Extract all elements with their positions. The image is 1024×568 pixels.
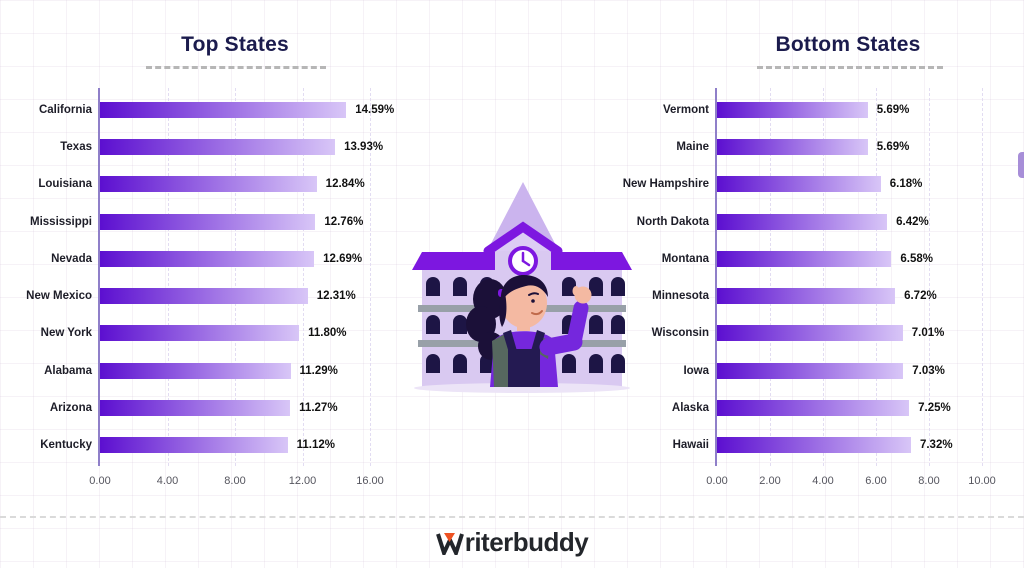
state-label: Nevada bbox=[51, 252, 92, 265]
gable-roof bbox=[483, 221, 563, 256]
footer-divider bbox=[0, 516, 1024, 518]
value-label: 12.84% bbox=[325, 178, 365, 191]
state-label: California bbox=[38, 103, 92, 116]
state-label: Vermont bbox=[662, 103, 709, 116]
state-label: New York bbox=[40, 327, 92, 340]
value-label: 12.31% bbox=[316, 290, 356, 303]
gridline bbox=[167, 88, 169, 466]
gridline bbox=[823, 88, 824, 466]
state-label: Arizona bbox=[49, 402, 92, 415]
value-label: 5.69% bbox=[876, 103, 910, 116]
bottom-states-title: Bottom States bbox=[775, 33, 921, 56]
top-states-plot: 0.00 4.00 8.00 12.00 16.00 California 14.59% Te… bbox=[26, 88, 394, 487]
value-label: 12.69% bbox=[323, 252, 363, 265]
bar bbox=[717, 176, 881, 193]
bar bbox=[100, 101, 347, 118]
state-label: Wisconsin bbox=[651, 327, 709, 340]
gridline bbox=[370, 88, 371, 466]
state-label: Hawaii bbox=[672, 439, 709, 452]
bar bbox=[717, 101, 868, 118]
value-label: 11.80% bbox=[308, 327, 347, 340]
state-label: Kentucky bbox=[40, 439, 92, 452]
bar bbox=[717, 400, 910, 417]
value-label: 6.72% bbox=[904, 290, 937, 303]
y-axis-line bbox=[98, 88, 100, 466]
value-label: 5.69% bbox=[876, 140, 910, 153]
value-label: 6.58% bbox=[900, 252, 933, 265]
x-axis-tick-label: 0.00 bbox=[89, 475, 111, 487]
bar bbox=[717, 288, 896, 305]
state-label: Louisiana bbox=[38, 178, 92, 191]
bar bbox=[717, 138, 868, 155]
gridline bbox=[982, 88, 983, 466]
x-axis-tick-label: 0.00 bbox=[706, 475, 728, 487]
gridline bbox=[929, 88, 930, 466]
bar bbox=[100, 400, 291, 417]
state-label: Minnesota bbox=[652, 290, 709, 303]
state-label: Iowa bbox=[683, 364, 709, 377]
x-axis-tick-label: 10.00 bbox=[968, 475, 996, 487]
ground-shadow bbox=[414, 383, 630, 393]
value-label: 6.18% bbox=[889, 178, 923, 191]
writerbuddy-logo-text: riterbuddy bbox=[464, 527, 589, 557]
value-label: 12.76% bbox=[324, 215, 364, 228]
value-label: 7.03% bbox=[912, 364, 945, 377]
bar bbox=[717, 437, 911, 454]
x-axis-tick-label: 8.00 bbox=[224, 475, 246, 487]
student-figure bbox=[466, 275, 592, 387]
x-axis-tick-label: 4.00 bbox=[156, 475, 179, 487]
x-axis-tick-label: 16.00 bbox=[356, 475, 384, 487]
top-states-title-underline bbox=[146, 66, 326, 69]
scrollbar-thumb[interactable] bbox=[1018, 152, 1024, 178]
state-label: Alabama bbox=[44, 364, 92, 377]
top-states-title: Top States bbox=[181, 33, 289, 56]
gridline bbox=[302, 88, 304, 466]
bottom-states-plot: 0.00 2.00 4.00 6.00 8.00 10.00 Vermont 5.69% Mai… bbox=[623, 88, 996, 487]
x-axis-tick-label: 4.00 bbox=[812, 475, 834, 487]
value-label: 11.29% bbox=[299, 364, 338, 377]
value-label: 6.42% bbox=[896, 215, 929, 228]
bar bbox=[100, 176, 317, 193]
bar bbox=[100, 250, 315, 267]
state-label: Alaska bbox=[671, 402, 709, 415]
value-label: 7.25% bbox=[918, 402, 951, 415]
state-label: Mississippi bbox=[30, 215, 92, 228]
bar bbox=[717, 362, 904, 379]
gridline bbox=[770, 88, 771, 466]
state-label: Texas bbox=[60, 140, 92, 153]
bar bbox=[100, 362, 291, 379]
state-label: North Dakota bbox=[636, 215, 709, 228]
state-label: Maine bbox=[676, 140, 709, 153]
state-label: New Hampshire bbox=[622, 178, 709, 191]
writerbuddy-logo: riterbuddy bbox=[0, 527, 1024, 558]
gridline bbox=[876, 88, 877, 466]
y-axis-line bbox=[715, 88, 717, 466]
value-label: 14.59% bbox=[355, 103, 395, 116]
university-student-illustration bbox=[412, 182, 632, 393]
bar bbox=[717, 250, 892, 267]
x-axis-tick-label: 6.00 bbox=[865, 475, 887, 487]
value-label: 7.32% bbox=[919, 439, 953, 452]
value-label: 7.01% bbox=[911, 327, 945, 340]
gridline bbox=[235, 88, 236, 466]
value-label: 11.27% bbox=[299, 402, 338, 415]
value-label: 13.93% bbox=[344, 140, 384, 153]
bar bbox=[100, 213, 316, 230]
x-axis-tick-label: 8.00 bbox=[918, 475, 940, 487]
x-axis-tick-label: 12.00 bbox=[288, 475, 317, 487]
writerbuddy-w-icon bbox=[435, 532, 464, 555]
state-label: New Mexico bbox=[26, 290, 92, 303]
bar bbox=[717, 213, 888, 230]
x-axis-tick-label: 2.00 bbox=[759, 475, 781, 487]
state-label: Montana bbox=[661, 252, 709, 265]
bar bbox=[100, 288, 308, 305]
value-label: 11.12% bbox=[296, 439, 336, 452]
bar bbox=[100, 437, 288, 454]
bottom-states-title-underline bbox=[757, 66, 943, 69]
bar bbox=[717, 325, 903, 342]
gable-fill bbox=[492, 229, 554, 251]
bar bbox=[100, 325, 300, 342]
bar bbox=[100, 138, 336, 155]
